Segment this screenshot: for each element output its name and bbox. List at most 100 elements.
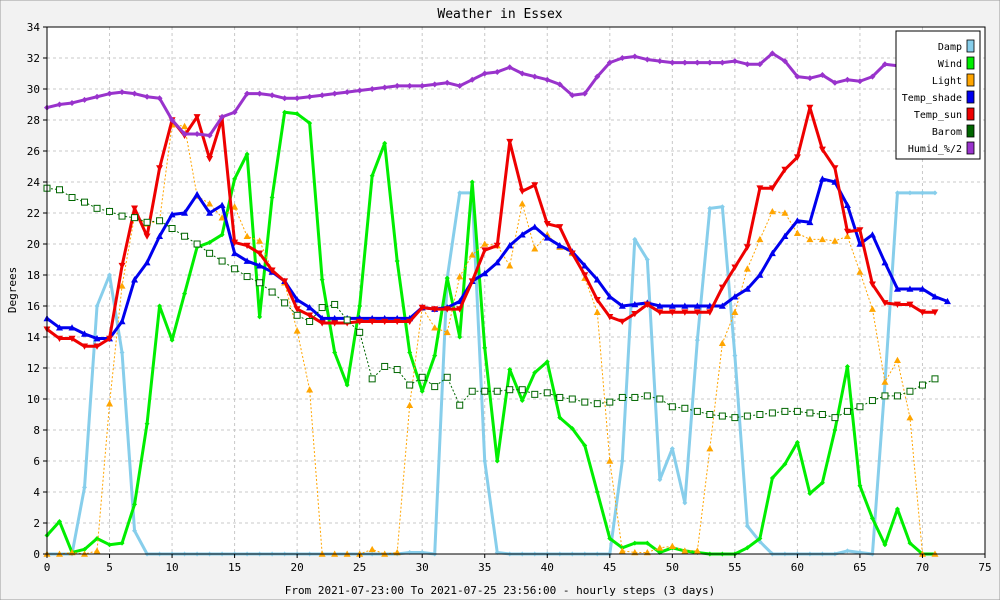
data-point	[231, 203, 239, 210]
data-point	[743, 285, 751, 292]
data-point	[531, 182, 539, 189]
data-point	[806, 104, 814, 112]
data-point	[768, 249, 776, 257]
legend-label: Humid_%/2	[908, 144, 962, 155]
data-point	[419, 388, 425, 394]
data-point	[68, 324, 76, 331]
data-point	[681, 309, 689, 316]
data-point	[531, 245, 539, 252]
data-point	[293, 327, 301, 334]
data-point	[932, 190, 938, 196]
data-point	[269, 195, 275, 200]
legend-swatch	[966, 39, 975, 53]
data-point	[931, 293, 939, 300]
data-point	[856, 78, 863, 85]
data-point	[893, 285, 901, 292]
data-point	[407, 350, 413, 355]
data-point	[731, 58, 738, 65]
data-point	[306, 318, 314, 325]
data-point	[231, 109, 238, 116]
data-point	[543, 221, 551, 228]
data-point	[243, 232, 251, 240]
x-tick-label: 35	[478, 561, 491, 574]
data-point	[156, 217, 164, 225]
data-point	[706, 59, 713, 66]
data-point	[518, 188, 526, 195]
data-point	[893, 356, 901, 364]
data-point	[844, 548, 850, 554]
data-point	[206, 209, 214, 216]
data-point	[693, 407, 701, 415]
y-tick-label: 32	[27, 52, 40, 65]
x-tick-label: 55	[728, 561, 741, 574]
data-point	[582, 443, 588, 448]
data-point	[506, 64, 513, 71]
data-point	[893, 301, 901, 308]
legend-item-temp-shade: Temp_shade	[902, 90, 975, 104]
legend-swatch	[966, 107, 975, 121]
data-point	[119, 89, 126, 96]
data-point	[543, 234, 551, 241]
data-point	[643, 392, 651, 400]
data-point	[931, 375, 939, 383]
data-point	[644, 257, 650, 262]
data-point	[843, 228, 851, 236]
data-point	[93, 335, 101, 342]
data-point	[756, 61, 763, 68]
x-tick-label: 15	[228, 561, 241, 574]
data-point	[881, 378, 889, 385]
data-point	[106, 335, 114, 343]
data-point	[269, 92, 276, 99]
data-point	[793, 407, 801, 415]
legend-swatch	[966, 73, 975, 87]
data-point	[418, 304, 426, 312]
x-tick-label: 20	[291, 561, 304, 574]
data-point	[456, 306, 464, 313]
data-point	[757, 536, 763, 541]
data-point	[457, 334, 463, 340]
data-point	[719, 204, 725, 210]
data-point	[56, 101, 63, 108]
data-point	[581, 262, 589, 269]
data-point	[494, 458, 500, 464]
data-point	[468, 278, 476, 285]
data-point	[831, 414, 839, 422]
data-point	[331, 90, 338, 97]
data-point	[119, 350, 125, 355]
data-point	[382, 140, 388, 146]
data-point	[657, 477, 663, 483]
data-point	[793, 229, 801, 236]
data-point	[243, 242, 251, 250]
data-point	[431, 324, 439, 331]
data-point	[756, 411, 764, 418]
legend-item-light: Light	[932, 73, 975, 87]
data-point	[293, 306, 301, 313]
data-point	[806, 409, 814, 417]
data-point	[906, 301, 914, 308]
data-point	[518, 200, 526, 207]
data-point	[81, 330, 89, 337]
legend-swatch	[966, 90, 975, 104]
y-tick-label: 0	[33, 548, 40, 561]
data-point	[243, 273, 251, 281]
data-point	[457, 190, 463, 196]
data-point	[893, 392, 901, 400]
data-point	[231, 265, 239, 273]
data-point	[182, 291, 188, 297]
data-point	[631, 300, 639, 308]
data-point	[218, 257, 226, 265]
data-point	[856, 240, 864, 247]
data-point	[856, 227, 864, 234]
data-point	[831, 237, 839, 244]
data-point	[894, 506, 900, 512]
data-point	[306, 312, 314, 319]
data-point	[607, 536, 613, 541]
data-point	[243, 257, 251, 264]
data-point	[618, 393, 626, 401]
data-point	[118, 282, 126, 289]
data-point	[693, 547, 701, 554]
data-point	[431, 81, 438, 88]
data-point	[481, 269, 489, 277]
grid	[46, 26, 986, 555]
y-tick-label: 8	[33, 424, 40, 437]
